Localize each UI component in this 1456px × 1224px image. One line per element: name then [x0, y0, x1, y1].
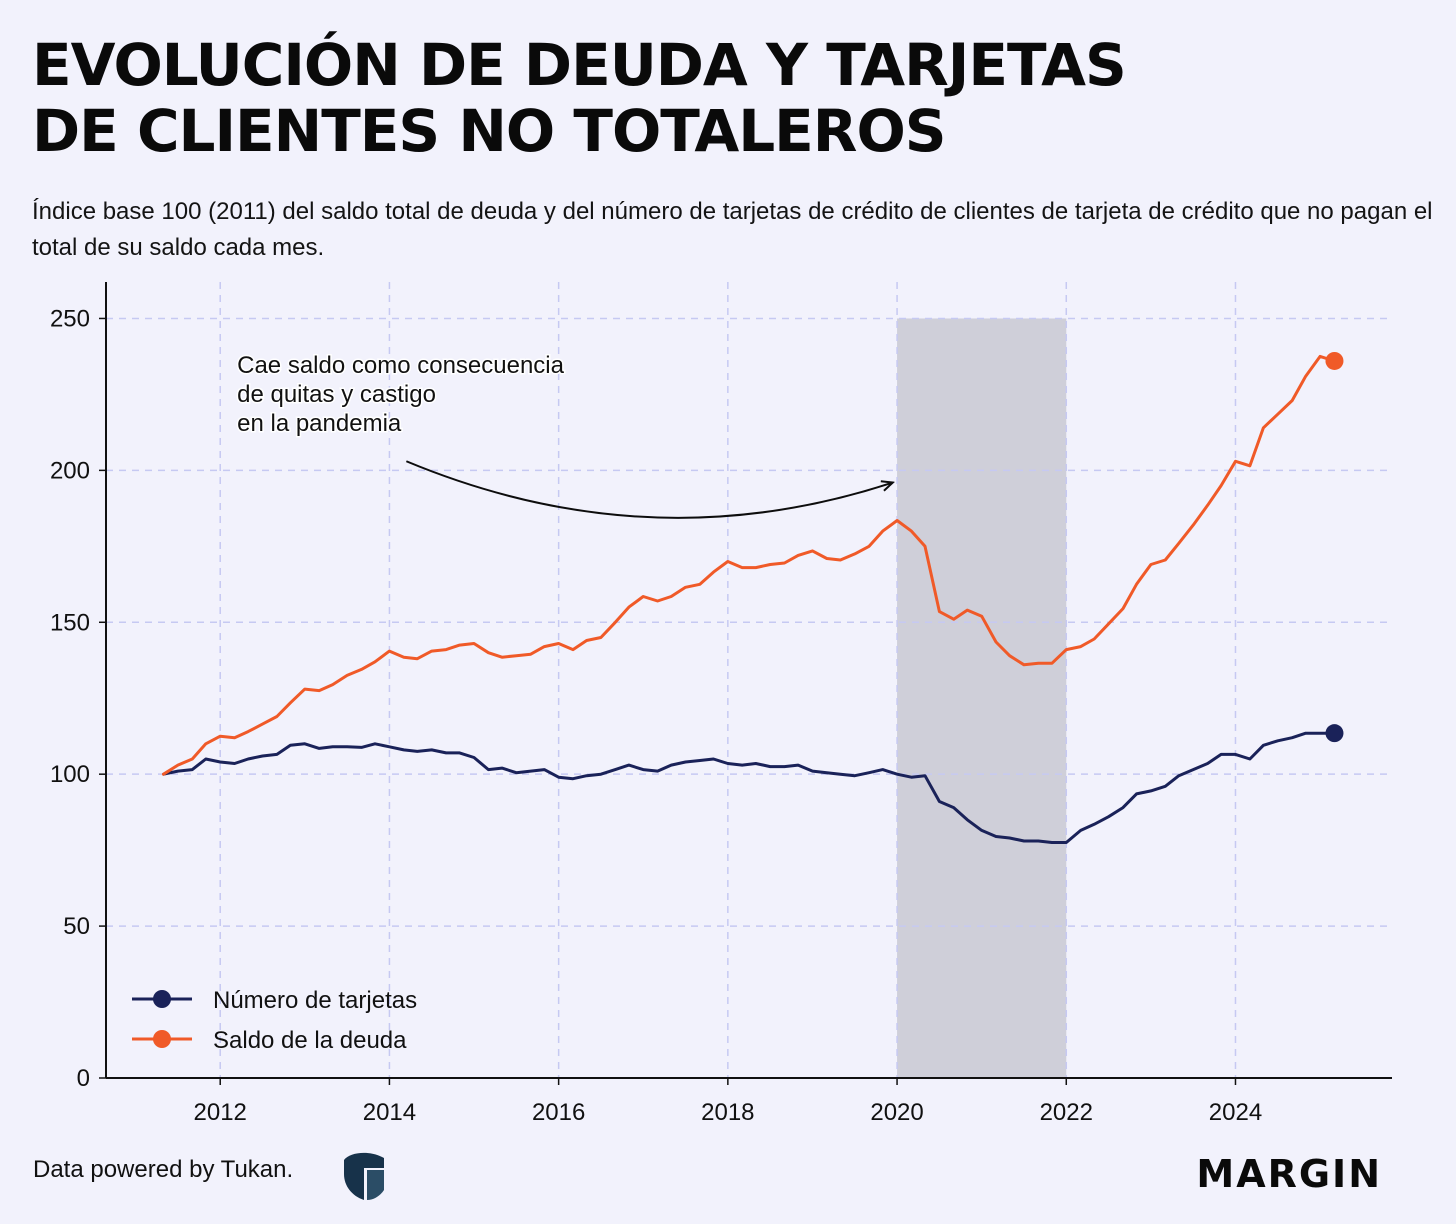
title-line-1: EVOLUCIÓN DE DEUDA Y TARJETAS: [32, 31, 1127, 99]
y-tick-label: 100: [50, 761, 90, 788]
series-end-point: [1325, 351, 1344, 370]
tukan-logo-icon: [344, 1152, 384, 1200]
y-tick-label: 200: [50, 457, 90, 484]
series-1: [162, 351, 1344, 776]
x-tick-label: 2022: [1040, 1099, 1093, 1126]
legend-swatch-marker: [153, 1030, 171, 1048]
annotation-text: de quitas y castigo: [237, 381, 436, 408]
subtitle: Índice base 100 (2011) del saldo total d…: [32, 198, 1433, 261]
x-tick-label: 2024: [1209, 1099, 1262, 1126]
annotation-text: en la pandemia: [237, 410, 402, 437]
x-tick-label: 2014: [363, 1099, 416, 1126]
y-tick-label: 250: [50, 305, 90, 332]
legend-label: Número de tarjetas: [213, 987, 417, 1014]
x-tick-label: 2018: [701, 1099, 754, 1126]
series-line: [162, 731, 1336, 844]
page-title: EVOLUCIÓN DE DEUDA Y TARJETAS DE CLIENTE…: [32, 32, 1432, 164]
legend-item-1: Saldo de la deuda: [132, 1027, 407, 1054]
annotation-text: Cae saldo como consecuencia: [237, 352, 565, 379]
legend-swatch-marker: [153, 990, 171, 1008]
legend-item-0: Número de tarjetas: [132, 987, 417, 1014]
title-line-2: DE CLIENTES NO TOTALEROS: [32, 97, 947, 165]
annotation-arrow: [405, 460, 892, 519]
y-tick-label: 150: [50, 609, 90, 636]
x-tick-label: 2012: [194, 1099, 247, 1126]
margin-logo: MARGIN: [1196, 1152, 1382, 1196]
x-tick-label: 2020: [870, 1099, 923, 1126]
series-end-point: [1325, 724, 1344, 743]
pandemic-shaded-region: [897, 318, 1067, 1078]
legend-label: Saldo de la deuda: [213, 1027, 407, 1054]
y-tick-label: 0: [77, 1065, 90, 1092]
y-tick-label: 50: [63, 913, 90, 940]
series-line: [162, 354, 1336, 776]
x-tick-label: 2016: [532, 1099, 585, 1126]
data-credit: Data powered by Tukan.: [33, 1156, 294, 1183]
series-0: [162, 724, 1344, 844]
